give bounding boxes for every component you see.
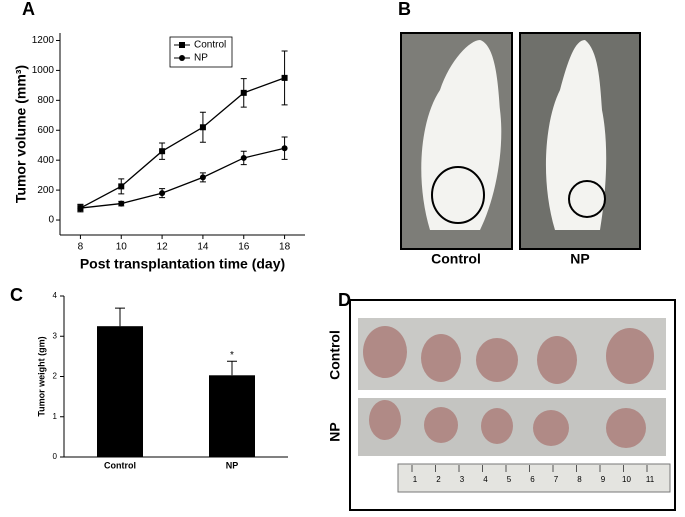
tumor-circle [431,166,485,224]
y-tick-label: 2 [53,372,58,381]
photo-b [400,32,641,250]
annotation: * [230,350,234,361]
ruler-label: 10 [622,475,631,484]
ruler-label: 5 [507,475,512,484]
y-tick-label: 400 [37,155,54,166]
photo-caption: NP [327,422,343,441]
ruler-label: 11 [646,475,655,484]
x-tick-label: 14 [197,242,209,253]
y-tick-label: 4 [53,291,58,300]
x-axis-label: Post transplantation time (day) [80,256,285,272]
y-tick-label: 1000 [32,65,55,76]
legend-label: NP [194,53,208,64]
photo-caption: NP [570,251,589,267]
photo-caption: Control [327,330,343,380]
point [118,183,125,190]
point [240,89,247,96]
x-tick-label: 18 [279,242,291,253]
legend-label: Control [194,40,226,51]
tumor-circle [568,180,606,218]
ruler-label: 1 [413,475,418,484]
point [159,190,166,197]
y-tick-label: 1200 [32,35,55,46]
tumors [363,326,654,448]
mouse [545,40,607,230]
ruler-label: 9 [601,475,606,484]
x-tick-label: NP [226,460,239,470]
photo-d [349,299,676,511]
ruler-label: 8 [577,475,582,484]
series-line [80,77,285,209]
y-axis-label: Tumor volume (mm³) [13,65,29,203]
point [77,205,84,212]
y-tick-label: 800 [37,95,54,106]
error-bar [227,360,237,376]
panel-label: B [398,0,411,19]
legend-marker [179,42,185,48]
point [281,145,288,152]
point [240,154,247,161]
panel-label: C [10,285,23,305]
ruler-label: 7 [554,475,559,484]
x-tick-label: Control [104,460,136,470]
ruler [397,463,671,493]
error-bar [115,307,125,327]
y-tick-label: 0 [53,452,58,461]
y-tick-label: 600 [37,125,54,136]
panel-label: D [338,290,351,310]
point [159,148,166,155]
panel-label: A [22,0,35,19]
x-tick-label: 8 [78,242,84,253]
ruler-label: 4 [483,475,488,484]
x-tick-label: 16 [238,242,250,253]
ruler-label: 6 [530,475,535,484]
photo-caption: Control [431,251,481,267]
point [199,174,206,181]
x-tick-label: 10 [116,242,128,253]
point [281,74,288,81]
ruler-label: 3 [460,475,465,484]
point [118,200,125,207]
y-tick-label: 200 [37,185,54,196]
point [199,124,206,131]
bar [209,375,255,457]
y-tick-label: 1 [53,412,58,421]
y-tick-label: 0 [48,215,54,226]
ruler-label: 2 [436,475,441,484]
y-tick-label: 3 [53,331,58,340]
series-line [80,147,285,209]
x-tick-label: 12 [157,242,169,253]
bar [97,326,143,457]
legend-marker [179,55,185,61]
y-axis-label: Tumor weight (gm) [36,336,46,416]
